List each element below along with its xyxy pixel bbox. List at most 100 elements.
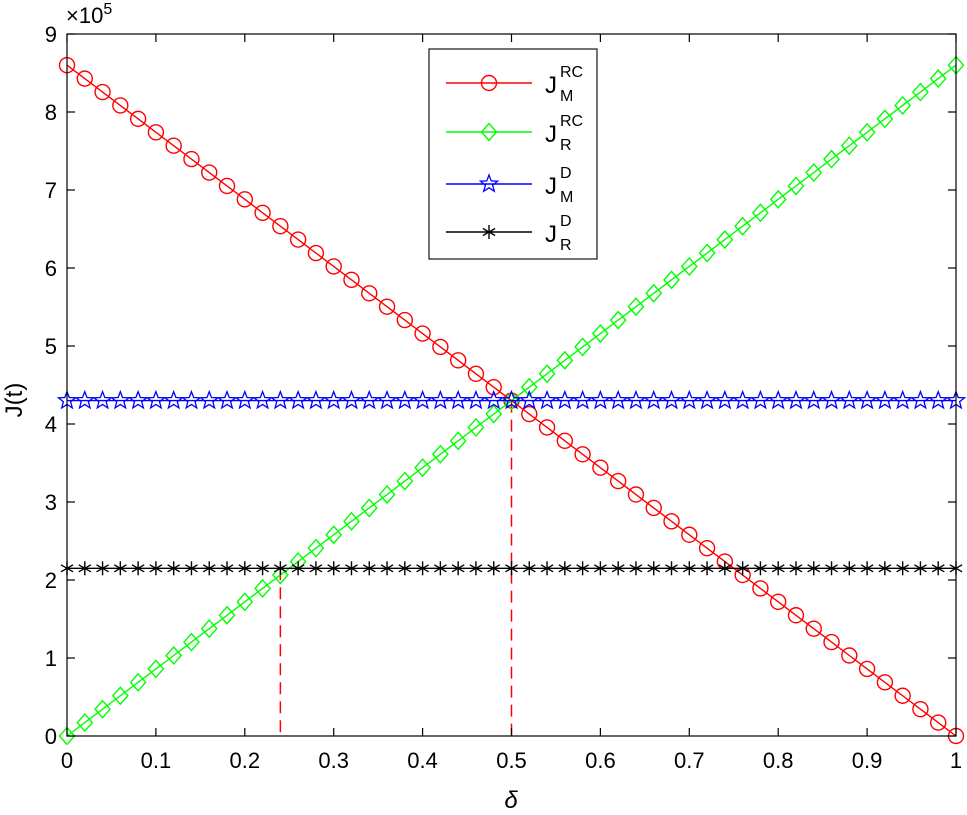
series-1-point-26 <box>520 377 538 397</box>
series-0-point-35 <box>681 526 698 543</box>
series-3-point-9 <box>220 561 234 576</box>
x-tick-label-2: 0.2 <box>230 748 261 773</box>
series-2-point-46 <box>874 389 896 410</box>
series-1-point-37 <box>716 230 734 250</box>
series-3-point-22 <box>451 561 465 576</box>
legend-marker-1 <box>480 122 498 142</box>
series-1-point-44 <box>840 136 858 156</box>
series-0-point-17 <box>361 285 378 302</box>
series-2-point-43 <box>821 389 842 410</box>
series-3-point-19 <box>398 561 412 576</box>
series-0-point-46 <box>876 674 894 691</box>
series-2-point-9 <box>216 389 238 410</box>
series-0-point-39 <box>752 580 769 597</box>
series-2-point-22 <box>447 389 469 410</box>
series-0-point-42 <box>805 620 822 637</box>
series-0-point-7 <box>183 150 200 168</box>
series-0-point-32 <box>627 486 645 503</box>
series-2-point-41 <box>785 389 807 410</box>
series-3-point-15 <box>327 561 341 576</box>
series-3-point-32 <box>629 561 643 576</box>
series-1-point-10 <box>236 592 254 612</box>
series-1-point-24 <box>485 404 503 424</box>
series-3-point-44 <box>842 561 856 576</box>
legend-marker-2 <box>478 173 500 193</box>
y-tick-label-0: 0 <box>45 724 57 749</box>
series-1-point-32 <box>627 297 645 317</box>
series-1-point-28 <box>556 350 574 370</box>
series-0-point-20 <box>414 325 431 342</box>
series-1-point-23 <box>467 417 485 437</box>
series-1-point-46 <box>876 109 894 129</box>
series-2-point-5 <box>145 389 167 410</box>
y-exponent-label: ×105 <box>66 1 112 28</box>
y-tick-label-2: 2 <box>45 568 57 593</box>
series-3-point-27 <box>540 561 554 576</box>
series-3-point-16 <box>345 561 358 576</box>
y-tick-label-6: 6 <box>45 256 57 281</box>
series-3-point-37 <box>718 561 732 576</box>
y-tick-label-7: 7 <box>45 178 57 203</box>
series-2-point-31 <box>607 389 629 410</box>
axes <box>66 33 957 737</box>
series-2-point-37 <box>714 389 736 410</box>
series-1-point-11 <box>254 578 272 598</box>
series-0-point-47 <box>894 687 911 704</box>
series-3-point-25 <box>505 561 518 576</box>
series-0-point-22 <box>449 352 467 369</box>
y-tick-label-9: 9 <box>45 22 57 47</box>
series-2-point-8 <box>198 389 220 410</box>
series-0-point-48 <box>912 700 929 718</box>
y-tick-label-8: 8 <box>45 100 57 125</box>
series-1-point-4 <box>129 672 147 692</box>
series-0-point-43 <box>823 633 840 651</box>
series-1-point-39 <box>751 203 769 223</box>
series-2-point-44 <box>839 389 860 410</box>
series-0-point-3 <box>112 97 129 114</box>
series-2 <box>56 389 967 410</box>
series-3-point-30 <box>593 561 607 576</box>
series-2-point-17 <box>358 389 380 410</box>
x-axis-label: δ <box>504 787 518 814</box>
series-1-point-38 <box>734 216 752 236</box>
y-axis-label: J(t) <box>1 383 28 418</box>
series-0-point-27 <box>538 419 556 436</box>
series-3-point-36 <box>700 561 714 576</box>
series-2-point-48 <box>910 389 931 410</box>
series-2-point-33 <box>643 389 665 410</box>
series-2-point-34 <box>661 389 682 410</box>
series-1-point-6 <box>165 645 183 666</box>
x-tick-label-6: 0.6 <box>585 748 616 773</box>
series-2-point-36 <box>696 389 718 410</box>
series-2-point-15 <box>323 389 345 410</box>
series-3-point-45 <box>860 561 874 576</box>
series-0-point-33 <box>645 499 662 517</box>
series-3-point-42 <box>807 561 821 576</box>
series-1 <box>58 55 965 746</box>
series-1-point-48 <box>912 82 929 102</box>
series-2-point-32 <box>625 389 647 410</box>
series-2-point-24 <box>483 389 505 410</box>
series-3-point-33 <box>647 561 661 576</box>
series-1-point-16 <box>343 511 360 531</box>
series-3-point-8 <box>202 561 216 576</box>
series-1-point-21 <box>431 444 449 464</box>
series-3-point-40 <box>771 561 785 576</box>
series-2-point-23 <box>465 389 487 410</box>
series-3-point-48 <box>914 561 927 576</box>
legend-entry-0: J RC M <box>446 64 583 105</box>
series-3-point-47 <box>896 561 910 576</box>
series-3-point-29 <box>576 561 590 576</box>
x-tick-label-0: 0 <box>61 748 73 773</box>
series-1-point-14 <box>307 538 325 558</box>
series-2-point-7 <box>181 389 202 410</box>
series-1-point-30 <box>591 323 609 344</box>
series-0-point-49 <box>930 714 947 731</box>
series-0-point-44 <box>841 647 858 664</box>
series-1-point-45 <box>858 122 876 142</box>
series-0-point-13 <box>289 231 307 248</box>
series-1-point-49 <box>929 69 947 89</box>
series-0-point-30 <box>592 459 609 476</box>
